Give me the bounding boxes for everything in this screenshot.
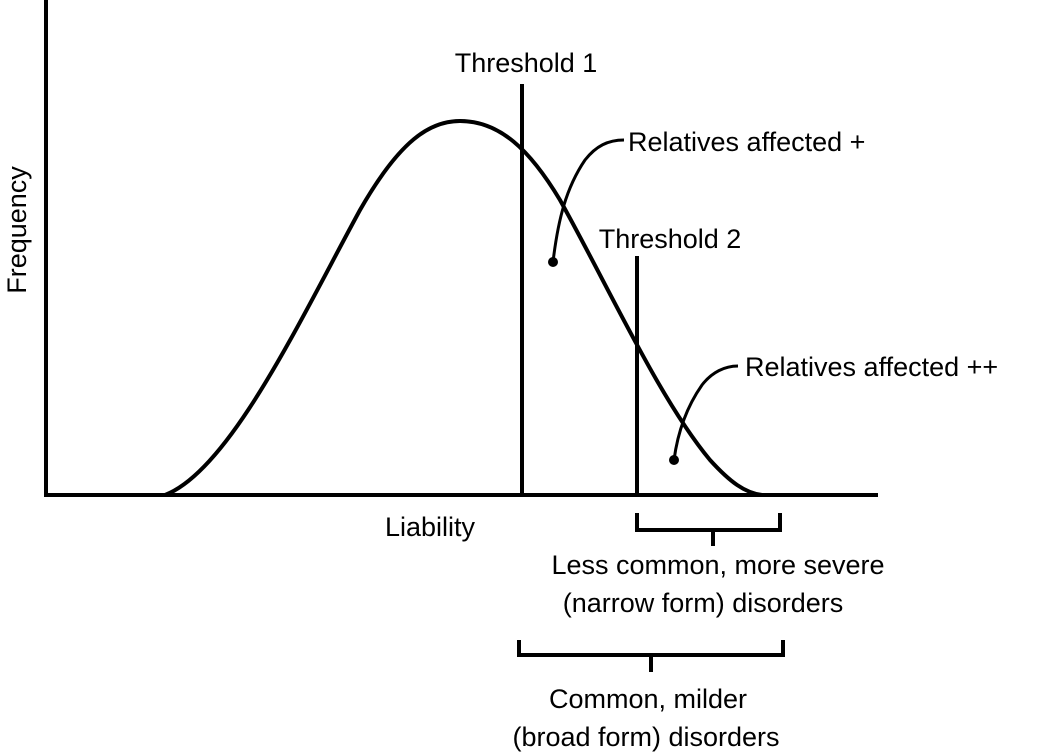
relatives-affected-plus-label: Relatives affected + [628, 127, 865, 157]
threshold-2-label: Threshold 2 [599, 224, 742, 254]
y-axis-label: Frequency [2, 166, 32, 294]
broad-form-label-line2: (broad form) disorders [512, 722, 779, 752]
liability-distribution-curve [164, 118, 763, 497]
relatives-affected-plus-plus-leader [672, 364, 739, 461]
broad-form-label-line1: Common, milder [549, 684, 747, 714]
x-axis-label: Liability [385, 512, 476, 542]
narrow-form-label-line1: Less common, more severe [551, 550, 884, 580]
narrow-form-label-line2: (narrow form) disorders [563, 588, 844, 618]
broad-form-bracket [517, 640, 785, 672]
relatives-affected-plus-leader [551, 138, 625, 263]
relatives-affected-plus-plus-label: Relatives affected ++ [745, 352, 998, 382]
threshold-1-label: Threshold 1 [455, 48, 598, 78]
narrow-form-bracket [635, 513, 782, 546]
relatives-affected-plus-plus-dot [669, 455, 679, 465]
relatives-affected-plus-dot [548, 257, 558, 267]
